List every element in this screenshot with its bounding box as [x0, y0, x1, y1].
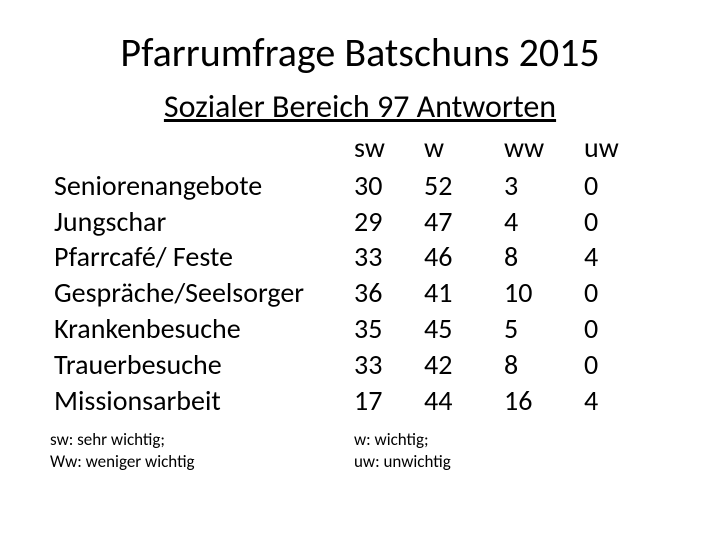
- row-label: Missionsarbeit: [54, 383, 354, 419]
- col-header-w: w: [424, 130, 504, 168]
- row-label: Trauerbesuche: [54, 347, 354, 383]
- legend: sw: sehr wichtig; w: wichtig; Ww: wenige…: [50, 429, 670, 473]
- cell-sw: 35: [354, 311, 424, 347]
- col-header-uw: uw: [584, 130, 637, 168]
- cell-w: 41: [424, 275, 504, 311]
- col-header-ww: ww: [504, 130, 584, 168]
- cell-w: 52: [424, 168, 504, 204]
- legend-left-1: sw: sehr wichtig;: [50, 429, 354, 451]
- table-header-row: sw w ww uw: [54, 130, 637, 168]
- table-row: Seniorenangebote 30 52 3 0: [54, 168, 637, 204]
- cell-w: 46: [424, 239, 504, 275]
- cell-uw: 4: [584, 239, 637, 275]
- row-label: Pfarrcafé/ Feste: [54, 239, 354, 275]
- table-row: Missionsarbeit 17 44 16 4: [54, 383, 637, 419]
- legend-left-2: Ww: weniger wichtig: [50, 451, 354, 473]
- cell-w: 44: [424, 383, 504, 419]
- row-label: Krankenbesuche: [54, 311, 354, 347]
- row-label: Seniorenangebote: [54, 168, 354, 204]
- cell-sw: 33: [354, 239, 424, 275]
- cell-uw: 0: [584, 204, 637, 240]
- cell-sw: 36: [354, 275, 424, 311]
- legend-right-1: w: wichtig;: [354, 429, 429, 451]
- row-label: Jungschar: [54, 204, 354, 240]
- cell-uw: 0: [584, 168, 637, 204]
- cell-uw: 0: [584, 311, 637, 347]
- data-table: sw w ww uw Seniorenangebote 30 52 3 0 Ju…: [54, 130, 637, 419]
- cell-uw: 0: [584, 275, 637, 311]
- table-row: Pfarrcafé/ Feste 33 46 8 4: [54, 239, 637, 275]
- page-subtitle: Sozialer Bereich 97 Antworten: [50, 87, 670, 126]
- table-row: Krankenbesuche 35 45 5 0: [54, 311, 637, 347]
- cell-ww: 5: [504, 311, 584, 347]
- col-header-sw: sw: [354, 130, 424, 168]
- cell-ww: 16: [504, 383, 584, 419]
- cell-sw: 29: [354, 204, 424, 240]
- cell-uw: 4: [584, 383, 637, 419]
- legend-right-2: uw: unwichtig: [354, 451, 451, 473]
- cell-uw: 0: [584, 347, 637, 383]
- cell-ww: 10: [504, 275, 584, 311]
- page-title: Pfarrumfrage Batschuns 2015: [50, 28, 670, 77]
- table-row: Jungschar 29 47 4 0: [54, 204, 637, 240]
- slide: Pfarrumfrage Batschuns 2015 Sozialer Ber…: [0, 0, 720, 540]
- cell-ww: 3: [504, 168, 584, 204]
- row-label: Gespräche/Seelsorger: [54, 275, 354, 311]
- table-row: Gespräche/Seelsorger 36 41 10 0: [54, 275, 637, 311]
- cell-ww: 8: [504, 239, 584, 275]
- table-row: Trauerbesuche 33 42 8 0: [54, 347, 637, 383]
- table-body: Seniorenangebote 30 52 3 0 Jungschar 29 …: [54, 168, 637, 419]
- cell-sw: 30: [354, 168, 424, 204]
- cell-w: 45: [424, 311, 504, 347]
- cell-sw: 33: [354, 347, 424, 383]
- cell-ww: 4: [504, 204, 584, 240]
- col-header-label: [54, 130, 354, 168]
- cell-ww: 8: [504, 347, 584, 383]
- cell-w: 47: [424, 204, 504, 240]
- data-table-wrapper: sw w ww uw Seniorenangebote 30 52 3 0 Ju…: [54, 130, 670, 419]
- cell-w: 42: [424, 347, 504, 383]
- cell-sw: 17: [354, 383, 424, 419]
